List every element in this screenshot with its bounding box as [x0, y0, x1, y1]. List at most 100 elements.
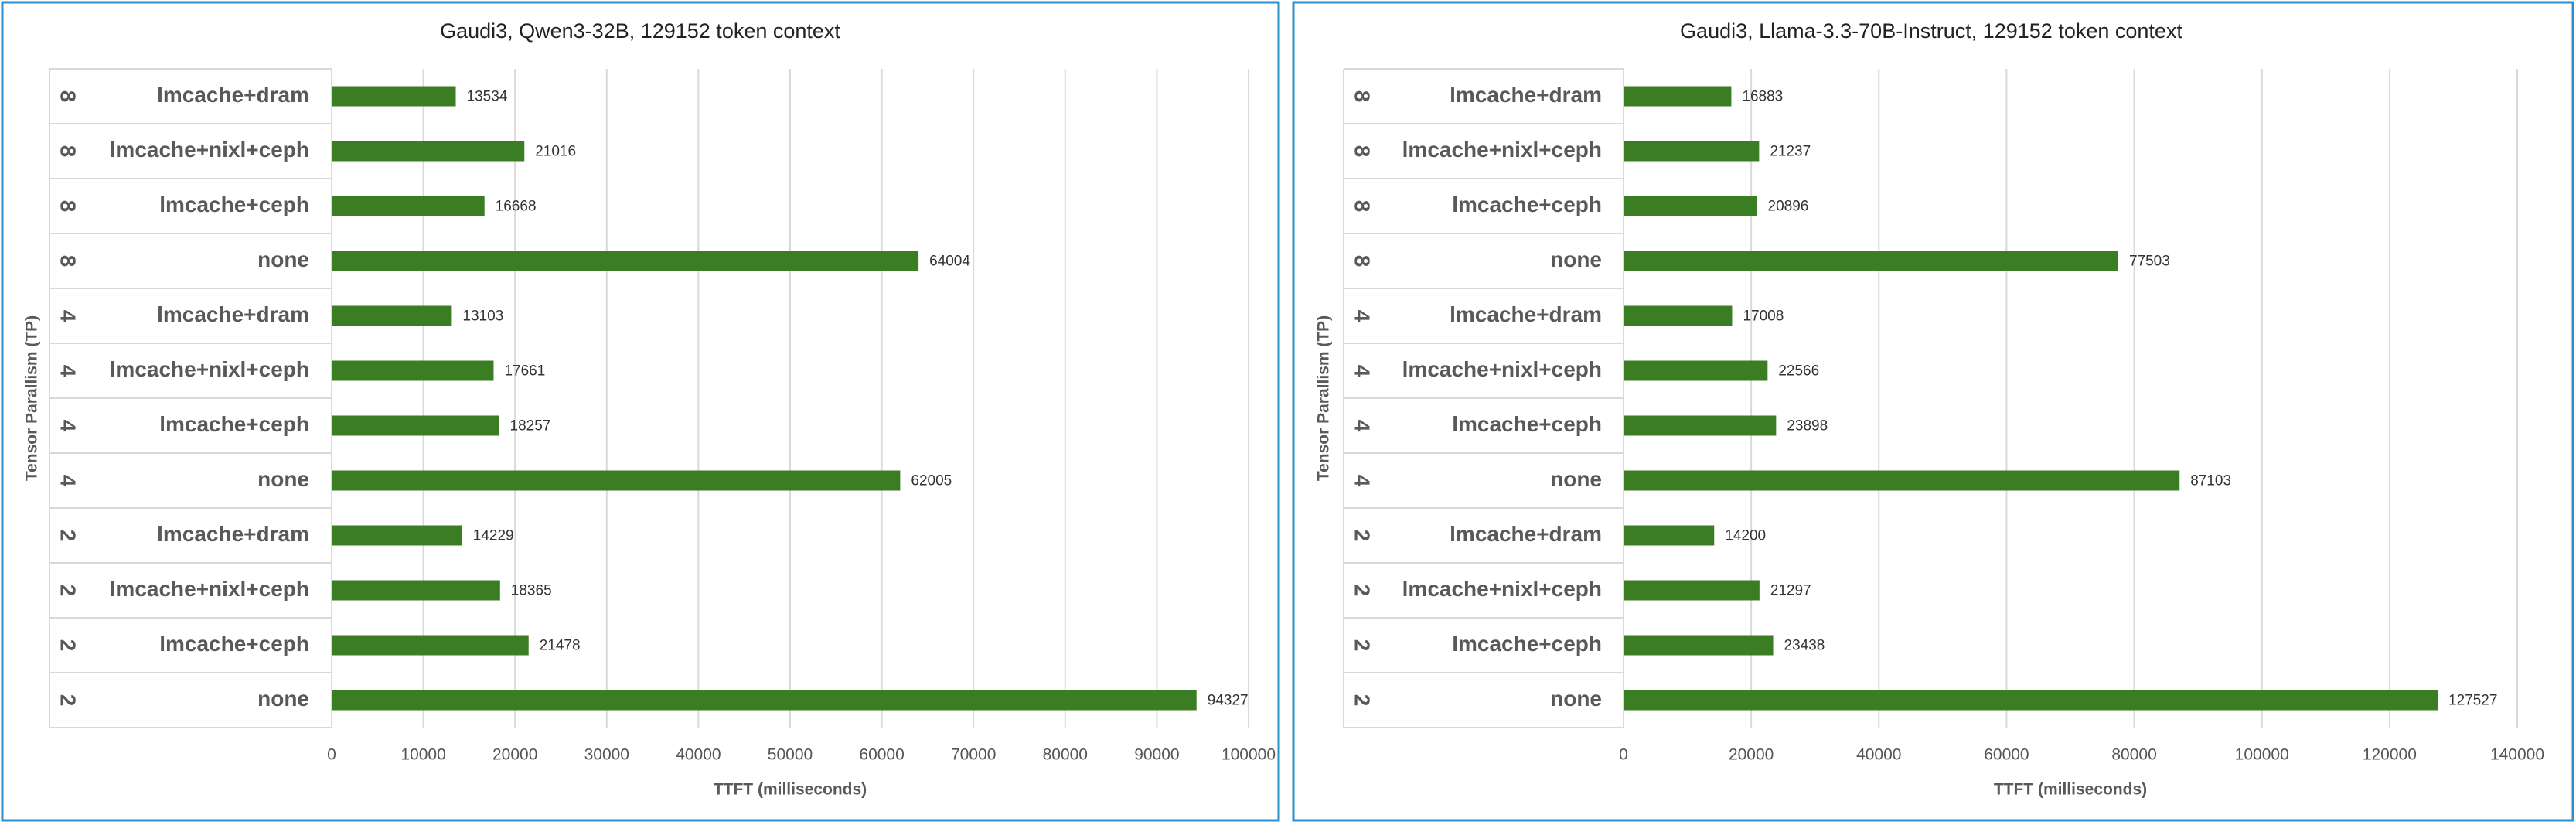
panel-border — [1292, 1, 2574, 822]
category-label: lmcache+dram — [157, 83, 309, 107]
tp-label: 4 — [56, 310, 80, 322]
x-tick-label: 70000 — [951, 746, 996, 764]
bar — [1624, 635, 1774, 656]
y-axis-title: Tensor Parallism (TP) — [1315, 315, 1333, 481]
tp-label: 4 — [56, 365, 80, 377]
category-label: none — [1550, 247, 1602, 271]
bar — [332, 305, 452, 326]
category-label: none — [1550, 687, 1602, 711]
x-tick-label: 60000 — [859, 746, 904, 764]
x-tick-label: 10000 — [400, 746, 445, 764]
value-label: 17661 — [504, 363, 545, 380]
category-label: lmcache+nixl+ceph — [110, 577, 309, 601]
tp-label: 2 — [1351, 694, 1375, 707]
bar — [332, 580, 500, 601]
value-label: 87103 — [2190, 473, 2231, 489]
value-label: 13103 — [462, 309, 503, 325]
x-axis-title: TTFT (milliseconds) — [714, 781, 867, 799]
category-label: lmcache+ceph — [1452, 412, 1602, 436]
category-label: none — [257, 687, 309, 711]
bar — [332, 415, 499, 436]
tp-label: 8 — [56, 200, 80, 213]
panel-border — [1, 1, 1280, 822]
bar — [1624, 86, 1732, 107]
bar — [332, 635, 529, 656]
chart-title: Gaudi3, Llama-3.3-70B-Instruct, 129152 t… — [1680, 19, 2182, 43]
value-label: 21016 — [535, 144, 576, 160]
bar — [332, 525, 462, 546]
x-tick-label: 90000 — [1134, 746, 1179, 764]
bar — [332, 196, 485, 216]
tp-label: 8 — [56, 90, 80, 103]
tp-label: 8 — [1351, 200, 1375, 213]
x-tick-label: 80000 — [2111, 746, 2156, 764]
category-label: none — [1550, 467, 1602, 491]
tp-label: 4 — [1351, 310, 1375, 322]
x-tick-label: 0 — [1619, 746, 1628, 764]
category-label: lmcache+ceph — [159, 193, 309, 216]
x-tick-label: 100000 — [1222, 746, 1276, 764]
tp-label: 4 — [1351, 420, 1375, 432]
x-tick-label: 60000 — [1984, 746, 2029, 764]
bar — [332, 86, 456, 107]
value-label: 64004 — [929, 254, 970, 270]
tp-label: 8 — [1351, 145, 1375, 158]
value-label: 77503 — [2129, 254, 2170, 270]
value-label: 21478 — [540, 638, 581, 654]
category-label: lmcache+dram — [157, 522, 309, 546]
x-tick-label: 0 — [327, 746, 336, 764]
category-label: lmcache+ceph — [1452, 193, 1602, 216]
value-label: 20896 — [1768, 199, 1809, 215]
chart-title: Gaudi3, Qwen3-32B, 129152 token context — [440, 19, 840, 43]
value-label: 14229 — [473, 528, 514, 544]
bar — [332, 251, 919, 271]
tp-label: 4 — [56, 475, 80, 487]
tp-label: 2 — [56, 639, 80, 652]
x-tick-label: 80000 — [1043, 746, 1088, 764]
category-label: lmcache+dram — [1450, 522, 1602, 546]
value-label: 16883 — [1742, 89, 1783, 105]
bar — [1624, 196, 1757, 216]
category-label: lmcache+nixl+ceph — [1402, 577, 1602, 601]
value-label: 14200 — [1725, 528, 1766, 544]
bar — [1624, 690, 2438, 711]
x-tick-label: 50000 — [768, 746, 813, 764]
tp-label: 2 — [56, 530, 80, 542]
tp-label: 2 — [1351, 639, 1375, 652]
tp-label: 4 — [1351, 365, 1375, 377]
x-tick-label: 120000 — [2363, 746, 2417, 764]
bar — [1624, 580, 1760, 601]
tp-label: 8 — [56, 145, 80, 158]
value-label: 21297 — [1770, 583, 1811, 599]
bar — [1624, 141, 1760, 162]
category-label: none — [257, 247, 309, 271]
x-tick-label: 40000 — [676, 746, 721, 764]
value-label: 13534 — [467, 89, 508, 105]
x-axis-title: TTFT (milliseconds) — [1994, 781, 2147, 799]
bar — [332, 470, 901, 491]
tp-label: 2 — [1351, 530, 1375, 542]
x-tick-label: 20000 — [492, 746, 537, 764]
category-label: lmcache+dram — [1450, 83, 1602, 107]
tp-label: 4 — [1351, 475, 1375, 487]
category-label: lmcache+dram — [1450, 302, 1602, 326]
category-label: lmcache+ceph — [1452, 632, 1602, 656]
category-label: lmcache+ceph — [159, 412, 309, 436]
category-label: lmcache+nixl+ceph — [1402, 138, 1602, 162]
bar — [1624, 415, 1777, 436]
category-label: lmcache+ceph — [159, 632, 309, 656]
bar — [332, 141, 525, 162]
x-tick-label: 40000 — [1856, 746, 1901, 764]
x-tick-label: 20000 — [1729, 746, 1774, 764]
tp-label: 8 — [1351, 255, 1375, 268]
value-label: 22566 — [1778, 363, 1819, 380]
value-label: 23898 — [1787, 418, 1828, 435]
category-label: none — [257, 467, 309, 491]
y-axis-title: Tensor Parallism (TP) — [23, 315, 41, 481]
tp-label: 2 — [56, 585, 80, 597]
bar — [1624, 470, 2180, 491]
bar — [1624, 525, 1715, 546]
x-tick-label: 30000 — [584, 746, 629, 764]
bar — [332, 360, 494, 381]
